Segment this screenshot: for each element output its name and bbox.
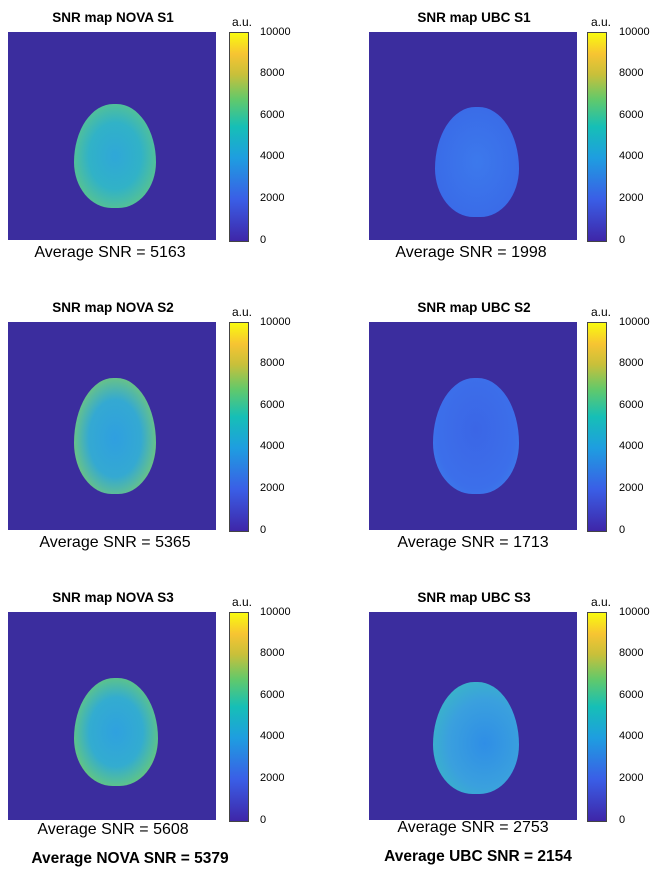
colorbar-unit: a.u. — [232, 595, 253, 609]
map-title: SNR map UBC S3 — [417, 590, 531, 605]
panel-nova-s1: SNR map NOVA S1 a.u. 10000 8000 6000 400… — [8, 10, 308, 280]
colorbar-tick: 2000 — [260, 192, 285, 204]
panel-ubc-s3: SNR map UBC S3 a.u. 10000 8000 6000 4000… — [369, 590, 667, 860]
colorbar-tick: 8000 — [260, 357, 285, 369]
colorbar-tick: 2000 — [619, 192, 644, 204]
snr-map-image — [8, 32, 216, 240]
map-title: SNR map NOVA S3 — [52, 590, 174, 605]
colorbar-unit: a.u. — [591, 595, 612, 609]
colorbar — [229, 32, 249, 242]
colorbar-tick: 8000 — [260, 647, 285, 659]
colorbar — [587, 322, 607, 532]
colorbar-tick: 4000 — [619, 150, 644, 162]
head-region — [74, 678, 158, 786]
colorbar-tick: 6000 — [619, 689, 644, 701]
snr-map-image — [369, 612, 577, 820]
colorbar-tick: 6000 — [619, 109, 644, 121]
colorbar-tick: 10000 — [619, 606, 650, 618]
head-region — [435, 107, 519, 217]
colorbar-unit: a.u. — [232, 15, 253, 29]
average-snr: Average SNR = 1713 — [397, 534, 549, 551]
colorbar-tick: 2000 — [260, 772, 285, 784]
colorbar-tick: 0 — [260, 524, 267, 536]
colorbar-tick: 10000 — [260, 26, 291, 38]
colorbar — [229, 322, 249, 532]
colorbar-tick: 0 — [619, 234, 626, 246]
colorbar-unit: a.u. — [591, 305, 612, 319]
head-region — [433, 378, 519, 494]
colorbar-tick: 4000 — [260, 440, 285, 452]
colorbar-unit: a.u. — [591, 15, 612, 29]
colorbar-tick: 4000 — [619, 440, 644, 452]
colorbar-tick: 6000 — [260, 689, 285, 701]
colorbar-tick: 10000 — [260, 606, 291, 618]
head-region — [74, 378, 156, 494]
map-title: SNR map NOVA S2 — [52, 300, 174, 315]
average-ubc-snr: Average UBC SNR = 2154 — [384, 848, 572, 865]
colorbar-tick: 8000 — [619, 357, 644, 369]
average-snr: Average SNR = 5163 — [34, 244, 186, 261]
map-title: SNR map NOVA S1 — [52, 10, 174, 25]
average-snr: Average SNR = 5608 — [37, 821, 189, 838]
colorbar-tick: 8000 — [260, 67, 285, 79]
colorbar-tick: 6000 — [260, 109, 285, 121]
colorbar-unit: a.u. — [232, 305, 253, 319]
panel-ubc-s1: SNR map UBC S1 a.u. 10000 8000 6000 4000… — [369, 10, 667, 280]
panel-ubc-s2: SNR map UBC S2 a.u. 10000 8000 6000 4000… — [369, 300, 667, 570]
colorbar-tick: 6000 — [260, 399, 285, 411]
colorbar-tick: 8000 — [619, 67, 644, 79]
colorbar-tick: 6000 — [619, 399, 644, 411]
colorbar-tick: 0 — [260, 814, 267, 826]
colorbar-tick: 2000 — [619, 772, 644, 784]
colorbar-tick: 2000 — [619, 482, 644, 494]
colorbar-tick: 4000 — [260, 150, 285, 162]
snr-map-image — [8, 322, 216, 530]
map-title: SNR map UBC S1 — [417, 10, 531, 25]
colorbar — [229, 612, 249, 822]
head-region — [433, 682, 519, 794]
colorbar-tick: 4000 — [619, 730, 644, 742]
colorbar — [587, 32, 607, 242]
average-snr: Average SNR = 2753 — [397, 819, 549, 836]
snr-map-image — [369, 322, 577, 530]
colorbar — [587, 612, 607, 822]
colorbar-tick: 10000 — [619, 26, 650, 38]
colorbar-tick: 8000 — [619, 647, 644, 659]
colorbar-tick: 10000 — [260, 316, 291, 328]
colorbar-tick: 0 — [260, 234, 267, 246]
map-title: SNR map UBC S2 — [417, 300, 531, 315]
panel-nova-s3: SNR map NOVA S3 a.u. 10000 8000 6000 400… — [8, 590, 308, 860]
snr-map-image — [8, 612, 216, 820]
average-snr: Average SNR = 5365 — [39, 534, 191, 551]
average-nova-snr: Average NOVA SNR = 5379 — [31, 850, 229, 867]
colorbar-tick: 10000 — [619, 316, 650, 328]
colorbar-tick: 2000 — [260, 482, 285, 494]
colorbar-tick: 0 — [619, 814, 626, 826]
colorbar-tick: 4000 — [260, 730, 285, 742]
colorbar-tick: 0 — [619, 524, 626, 536]
head-region — [74, 104, 156, 208]
snr-map-image — [369, 32, 577, 240]
average-snr: Average SNR = 1998 — [395, 244, 547, 261]
panel-nova-s2: SNR map NOVA S2 a.u. 10000 8000 6000 400… — [8, 300, 308, 570]
